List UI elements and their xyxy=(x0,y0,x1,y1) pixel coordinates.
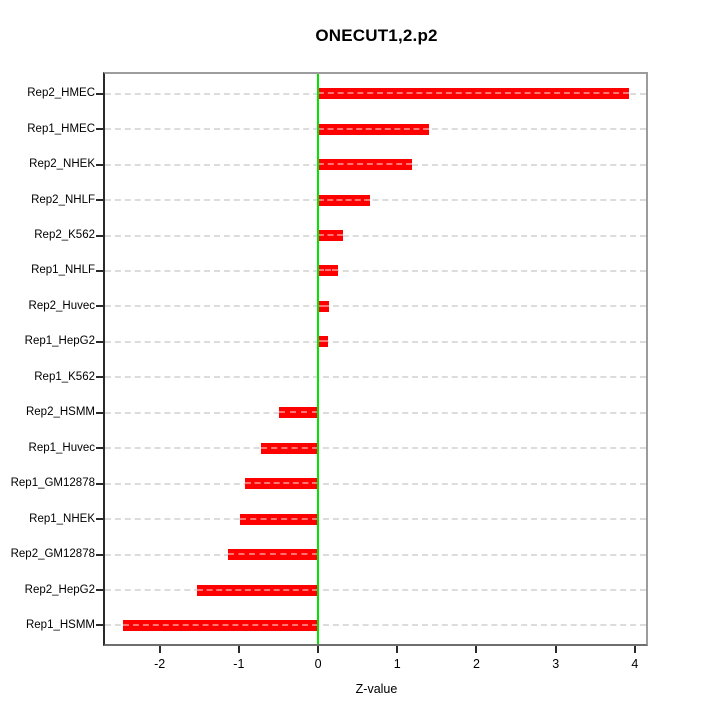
y-tick xyxy=(96,128,103,131)
grid-line xyxy=(105,376,646,379)
grid-line xyxy=(105,234,646,237)
bar xyxy=(196,584,319,596)
x-tick xyxy=(396,646,399,653)
grid-line xyxy=(105,411,646,414)
grid-line xyxy=(105,589,646,592)
x-tick xyxy=(475,646,478,653)
x-axis-title: Z-value xyxy=(355,682,398,696)
bar xyxy=(318,300,330,312)
category-label: Rep1_HMEC xyxy=(27,122,95,135)
bar xyxy=(227,549,319,561)
y-tick xyxy=(96,92,103,95)
grid-line xyxy=(105,518,646,521)
y-tick xyxy=(96,376,103,379)
category-label: Rep1_HepG2 xyxy=(24,335,95,348)
zero-line xyxy=(317,74,320,644)
x-tick xyxy=(633,646,636,653)
x-tick-label: -1 xyxy=(233,657,245,671)
x-tick-label: 1 xyxy=(393,657,401,671)
x-tick-label: -2 xyxy=(154,657,166,671)
y-tick xyxy=(96,305,103,308)
x-tick-label: 0 xyxy=(314,657,322,671)
grid-line xyxy=(105,553,646,556)
bar xyxy=(240,513,319,525)
category-label: Rep1_HSMM xyxy=(25,618,95,631)
category-label: Rep2_K562 xyxy=(34,229,95,241)
x-tick xyxy=(158,646,161,653)
y-tick xyxy=(96,482,103,485)
y-tick xyxy=(96,447,103,450)
category-label: Rep1_GM12878 xyxy=(10,477,95,490)
bar xyxy=(245,478,319,490)
y-tick xyxy=(96,518,103,521)
bar xyxy=(123,619,319,631)
y-tick xyxy=(96,624,103,627)
y-tick xyxy=(96,553,103,556)
bar xyxy=(261,442,319,454)
bar xyxy=(318,230,344,241)
y-tick xyxy=(96,269,103,272)
x-tick-label: 2 xyxy=(473,657,480,671)
category-label: Rep2_NHLF xyxy=(31,193,95,206)
grid-line xyxy=(105,340,646,343)
bar xyxy=(318,88,629,100)
category-label: Rep1_Huvec xyxy=(28,441,95,454)
grid-line xyxy=(105,624,646,627)
plot-area xyxy=(103,72,648,646)
x-tick xyxy=(237,646,240,653)
bar xyxy=(318,159,413,171)
category-label: Rep2_Huvec xyxy=(28,299,95,312)
grid-line xyxy=(105,447,646,450)
bar xyxy=(318,123,429,135)
y-tick xyxy=(96,340,103,343)
grid-line xyxy=(105,305,646,308)
grid-line xyxy=(105,269,646,272)
category-label: Rep1_NHLF xyxy=(31,264,95,277)
grid-line xyxy=(105,199,646,202)
plot-inner xyxy=(105,74,646,644)
y-tick xyxy=(96,199,103,202)
chart-title: ONECUT1,2.p2 xyxy=(315,26,438,45)
y-tick xyxy=(96,234,103,237)
bar xyxy=(318,265,338,277)
category-label: Rep1_NHEK xyxy=(29,512,95,525)
bar xyxy=(318,336,329,348)
y-tick xyxy=(96,589,103,592)
bar xyxy=(318,194,371,206)
x-tick xyxy=(554,646,557,653)
category-label: Rep2_HMEC xyxy=(27,87,95,100)
category-label: Rep2_NHEK xyxy=(29,158,95,171)
grid-line xyxy=(105,482,646,485)
category-label: Rep1_K562 xyxy=(34,370,95,383)
x-tick xyxy=(317,646,320,653)
bar xyxy=(279,407,319,419)
x-tick-label: 4 xyxy=(631,657,639,671)
category-label: Rep2_HepG2 xyxy=(24,583,95,596)
category-label: Rep2_HSMM xyxy=(25,406,95,419)
y-tick xyxy=(96,163,103,166)
category-label: Rep2_GM12878 xyxy=(10,548,95,561)
y-tick xyxy=(96,411,103,414)
x-tick-label: 3 xyxy=(552,657,560,671)
